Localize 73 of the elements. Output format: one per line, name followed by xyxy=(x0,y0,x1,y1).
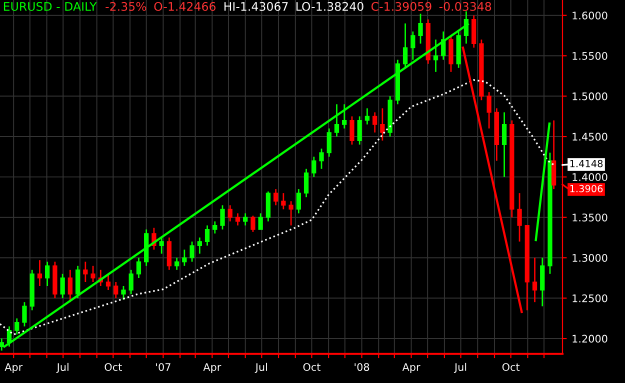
y-tick-label: 1.3500 xyxy=(572,214,608,222)
candlestick xyxy=(45,261,50,287)
candlestick xyxy=(258,212,263,230)
candlestick xyxy=(357,116,362,146)
x-tick-label: Jul xyxy=(454,362,466,373)
y-tick-label: 1.4500 xyxy=(572,132,608,141)
candlestick xyxy=(159,236,164,254)
candlestick xyxy=(304,168,309,198)
candlestick xyxy=(220,204,225,230)
candlestick xyxy=(190,240,194,262)
y-tick-label: 1.5000 xyxy=(572,92,608,100)
candlestick xyxy=(174,257,180,271)
line-series xyxy=(0,79,555,336)
candlestick xyxy=(273,188,278,206)
candlestick xyxy=(90,265,96,283)
x-tick-label: Oct xyxy=(303,363,320,371)
candlestick xyxy=(22,301,27,328)
x-tick-label: Jul xyxy=(56,362,68,373)
x-tick-label: Oct xyxy=(104,363,122,371)
candlestick xyxy=(250,215,256,233)
candlestick xyxy=(517,192,522,242)
candlestick xyxy=(37,259,42,287)
candlestick xyxy=(532,257,538,303)
y-tick-label: 1.2000 xyxy=(572,334,608,343)
y-tick-label: 1.5500 xyxy=(572,52,608,60)
candlestick xyxy=(410,30,416,60)
candlestick xyxy=(212,220,218,234)
candlestick xyxy=(326,128,332,158)
candlestick xyxy=(128,269,134,295)
x-tick-label: Apr xyxy=(203,363,222,373)
candlestick xyxy=(121,285,126,300)
candlestick xyxy=(14,318,20,336)
candlestick xyxy=(106,273,111,291)
candlestick xyxy=(502,112,507,178)
candlestick xyxy=(364,108,370,126)
candlestick xyxy=(319,148,324,170)
candlestick xyxy=(288,200,294,226)
x-tick-label: Oct xyxy=(502,363,520,371)
candlestick xyxy=(350,116,354,146)
candlestick xyxy=(418,13,423,44)
candlestick xyxy=(60,273,65,299)
x-tick-label: '08 xyxy=(354,363,370,371)
candlestick xyxy=(243,212,248,226)
y-tick-label: 1.3000 xyxy=(572,254,608,262)
annotation: 1.4148 xyxy=(570,160,603,168)
y-tick-label: 1.6000 xyxy=(572,12,608,20)
chart-subtitle: -2.35% O-1.42466 HI-1.43067 LO-1.38240 C-1.39059 -0.03348 xyxy=(106,2,492,11)
y-tick-label: 1.4000 xyxy=(572,173,608,182)
candlestick xyxy=(182,248,187,267)
x-tick-label: Apr xyxy=(4,363,23,373)
candlestick xyxy=(68,269,72,303)
candlestick xyxy=(235,212,240,226)
candlestick xyxy=(204,224,210,246)
candlestick xyxy=(486,91,492,130)
candlestick xyxy=(334,104,340,138)
x-tick-label: Jul xyxy=(254,362,267,373)
candlestick xyxy=(296,188,301,214)
candlestick xyxy=(433,38,438,73)
candlestick xyxy=(281,192,286,210)
x-tick-label: Apr xyxy=(402,363,420,373)
annotation: 1.3906 xyxy=(570,184,603,192)
candlestick xyxy=(342,104,347,130)
chart-title: EURUSD - DAILY xyxy=(4,2,97,11)
candlestick xyxy=(228,204,232,222)
candlestick xyxy=(114,281,118,299)
candlestick xyxy=(136,257,142,279)
x-tick-label: '07 xyxy=(156,363,170,371)
candlestick xyxy=(312,156,316,178)
y-tick-label: 1.2500 xyxy=(572,294,608,302)
candlestick xyxy=(83,261,88,283)
candlestick xyxy=(197,236,202,254)
candlestick xyxy=(372,112,378,134)
candlestick xyxy=(380,108,385,142)
